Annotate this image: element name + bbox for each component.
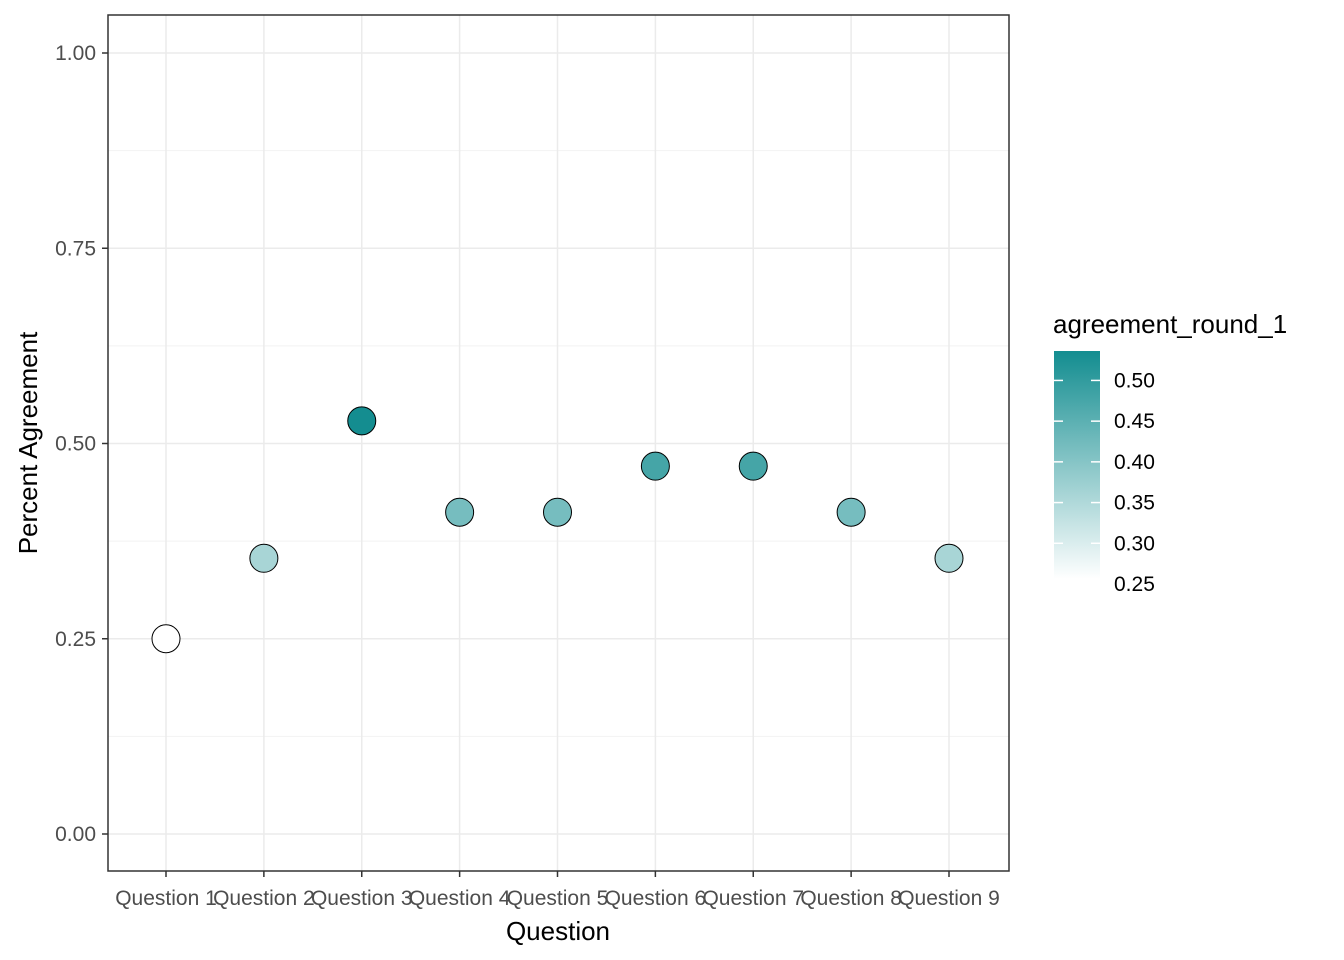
y-tick-label: 0.25 [55,628,96,651]
legend-label: 0.50 [1114,369,1155,392]
data-point [543,497,572,527]
legend-label: 0.35 [1114,492,1155,515]
y-tick-label: 0.50 [55,433,96,456]
y-tick-label: 0.00 [55,823,96,846]
data-point [347,406,377,436]
legend-colorbar [1054,351,1100,579]
legend-label: 0.30 [1114,532,1155,555]
grid-lines [108,15,1009,871]
y-axis: 0.00 0.25 0.50 0.75 1.00 [55,42,108,846]
x-tick-label: Question 1 [115,887,217,910]
legend-label: 0.40 [1114,451,1155,474]
y-tick-label: 1.00 [55,42,96,65]
x-tick-label: Question 3 [311,887,413,910]
data-points [151,406,964,654]
legend-label: 0.45 [1114,410,1155,433]
x-tick-label: Question 7 [702,887,804,910]
data-point [836,497,866,527]
x-axis-title: Question [506,916,610,946]
data-point [738,451,768,481]
data-point [934,543,964,573]
data-point [445,497,475,527]
x-tick-label: Question 8 [800,887,902,910]
y-axis-title: Percent Agreement [13,331,43,554]
legend-label: 0.25 [1114,573,1155,596]
y-tick-label: 0.75 [55,237,96,260]
data-point [151,624,181,654]
x-tick-label: Question 6 [605,887,707,910]
x-tick-label: Question 2 [213,887,315,910]
data-point [249,543,279,573]
legend-title: agreement_round_1 [1053,309,1287,339]
x-tick-label: Question 4 [409,887,511,910]
x-tick-label: Question 5 [507,887,609,910]
legend: agreement_round_1 0.500.450.400.350.300.… [1053,309,1287,596]
legend-ticks: 0.50 0.45 0.40 0.35 0.30 0.25 [1054,369,1155,596]
data-point [640,451,670,481]
x-tick-label: Question 9 [898,887,1000,910]
